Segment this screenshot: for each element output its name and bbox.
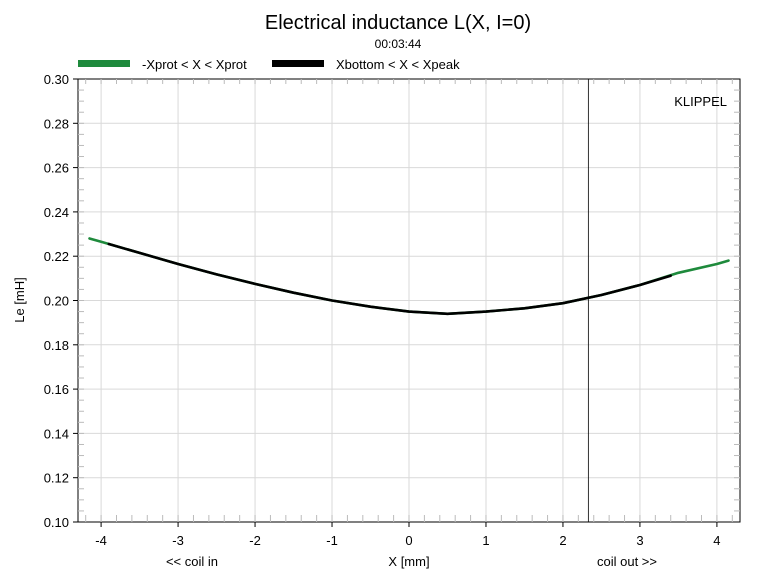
series: [88, 237, 730, 316]
x-tick-labels: -4 -3 -2 -1 0 1 2 3 4: [95, 533, 720, 548]
legend-swatch-xprot: [78, 60, 130, 67]
chart-title: Electrical inductance L(X, I=0): [265, 12, 531, 34]
series-line-1: [107, 242, 673, 316]
x-tick-label: -3: [172, 533, 184, 548]
grid: [73, 78, 740, 527]
x-tick-label: 2: [559, 533, 566, 548]
y-tick-label: 0.14: [44, 426, 69, 441]
y-tick-label: 0.30: [44, 72, 69, 87]
x-tick-label: -2: [249, 533, 261, 548]
y-tick-label: 0.22: [44, 249, 69, 264]
x-note-coil-in: << coil in: [166, 554, 218, 569]
watermark-klippel: KLIPPEL: [674, 94, 727, 109]
y-axis-label: Le [mH]: [12, 277, 27, 323]
y-tick-label: 0.18: [44, 338, 69, 353]
y-tick-label: 0.12: [44, 471, 69, 486]
y-tick-label: 0.26: [44, 161, 69, 176]
minor-ticks: [78, 79, 740, 522]
y-tick-label: 0.16: [44, 382, 69, 397]
y-tick-label: 0.10: [44, 515, 69, 530]
x-tick-label: -1: [326, 533, 338, 548]
y-tick-label: 0.24: [44, 205, 69, 220]
x-axis-label: X [mm]: [388, 554, 429, 569]
x-tick-label: 1: [482, 533, 489, 548]
chart-subtitle: 00:03:44: [375, 37, 422, 51]
x-tick-label: 0: [405, 533, 412, 548]
x-note-coil-out: coil out >>: [597, 554, 657, 569]
x-tick-label: 4: [713, 533, 720, 548]
y-tick-labels: 0.10 0.12 0.14 0.16 0.18 0.20 0.22 0.24 0.26 0.28…: [44, 72, 69, 530]
legend-label-xbottom: Xbottom < X < Xpeak: [336, 57, 460, 72]
legend: -Xprot < X < Xprot Xbottom < X < Xpeak: [78, 57, 460, 72]
plot-area: KLIPPEL: [73, 78, 741, 527]
legend-label-xprot: -Xprot < X < Xprot: [142, 57, 247, 72]
y-tick-label: 0.20: [44, 294, 69, 309]
y-tick-label: 0.28: [44, 116, 69, 131]
legend-swatch-xbottom: [272, 60, 324, 67]
x-tick-label: 3: [636, 533, 643, 548]
x-tick-label: -4: [95, 533, 107, 548]
